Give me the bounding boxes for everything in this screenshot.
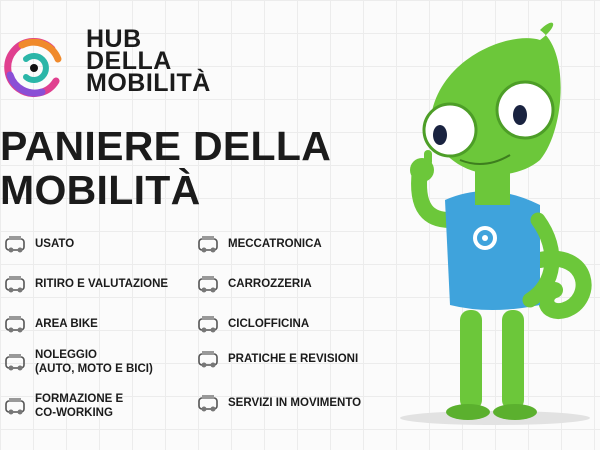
service-label: MECCATRONICA	[228, 238, 322, 250]
service-label: PRATICHE E REVISIONI	[228, 353, 359, 365]
body-shop-icon	[196, 273, 220, 295]
service-item: CARROZZERIA	[196, 273, 312, 295]
title-line: MOBILITÀ	[0, 167, 201, 213]
title-line: PANIERE DELLA	[0, 123, 332, 169]
brand-line: MOBILITÀ	[86, 69, 211, 97]
service-label: CICLOFFICINA	[228, 318, 310, 330]
brand-name: HUB DELLA MOBILITÀ	[86, 25, 211, 97]
used-car-icon	[3, 233, 27, 255]
mechatronics-car-icon	[196, 233, 220, 255]
chameleon-mascot	[390, 20, 600, 430]
hub-logo-icon	[2, 35, 66, 99]
brand-line: DELLA	[86, 47, 172, 75]
service-label: SERVIZI IN MOVIMENTO	[228, 397, 362, 409]
page-title: PANIERE DELLA MOBILITÀ	[0, 124, 331, 212]
service-item: PRATICHE E REVISIONI	[196, 348, 358, 370]
mobile-service-icon	[196, 392, 220, 414]
service-item: NOLEGGIO (AUTO, MOTO E BICI)	[3, 348, 153, 376]
service-label: USATO	[35, 238, 75, 250]
service-label: AREA BIKE	[35, 318, 98, 330]
service-item: MECCATRONICA	[196, 233, 322, 255]
meeting-icon	[3, 395, 27, 417]
service-item: RITIRO E VALUTAZIONE	[3, 273, 168, 295]
service-item: SERVIZI IN MOVIMENTO	[196, 392, 361, 414]
service-item: CICLOFFICINA	[196, 313, 309, 335]
paperwork-icon	[196, 348, 220, 370]
service-label: CARROZZERIA	[228, 278, 312, 290]
service-item: AREA BIKE	[3, 313, 98, 335]
service-label: NOLEGGIO (AUTO, MOTO E BICI)	[35, 349, 153, 375]
service-label: RITIRO E VALUTAZIONE	[35, 278, 169, 290]
bike-icon	[3, 313, 27, 335]
car-evaluation-icon	[3, 273, 27, 295]
service-item: USATO	[3, 233, 74, 255]
rental-document-icon	[3, 351, 27, 373]
bike-repair-icon	[196, 313, 220, 335]
service-label: FORMAZIONE E CO-WORKING	[35, 393, 124, 419]
service-item: FORMAZIONE E CO-WORKING	[3, 392, 123, 420]
brand-line: HUB	[86, 25, 142, 53]
